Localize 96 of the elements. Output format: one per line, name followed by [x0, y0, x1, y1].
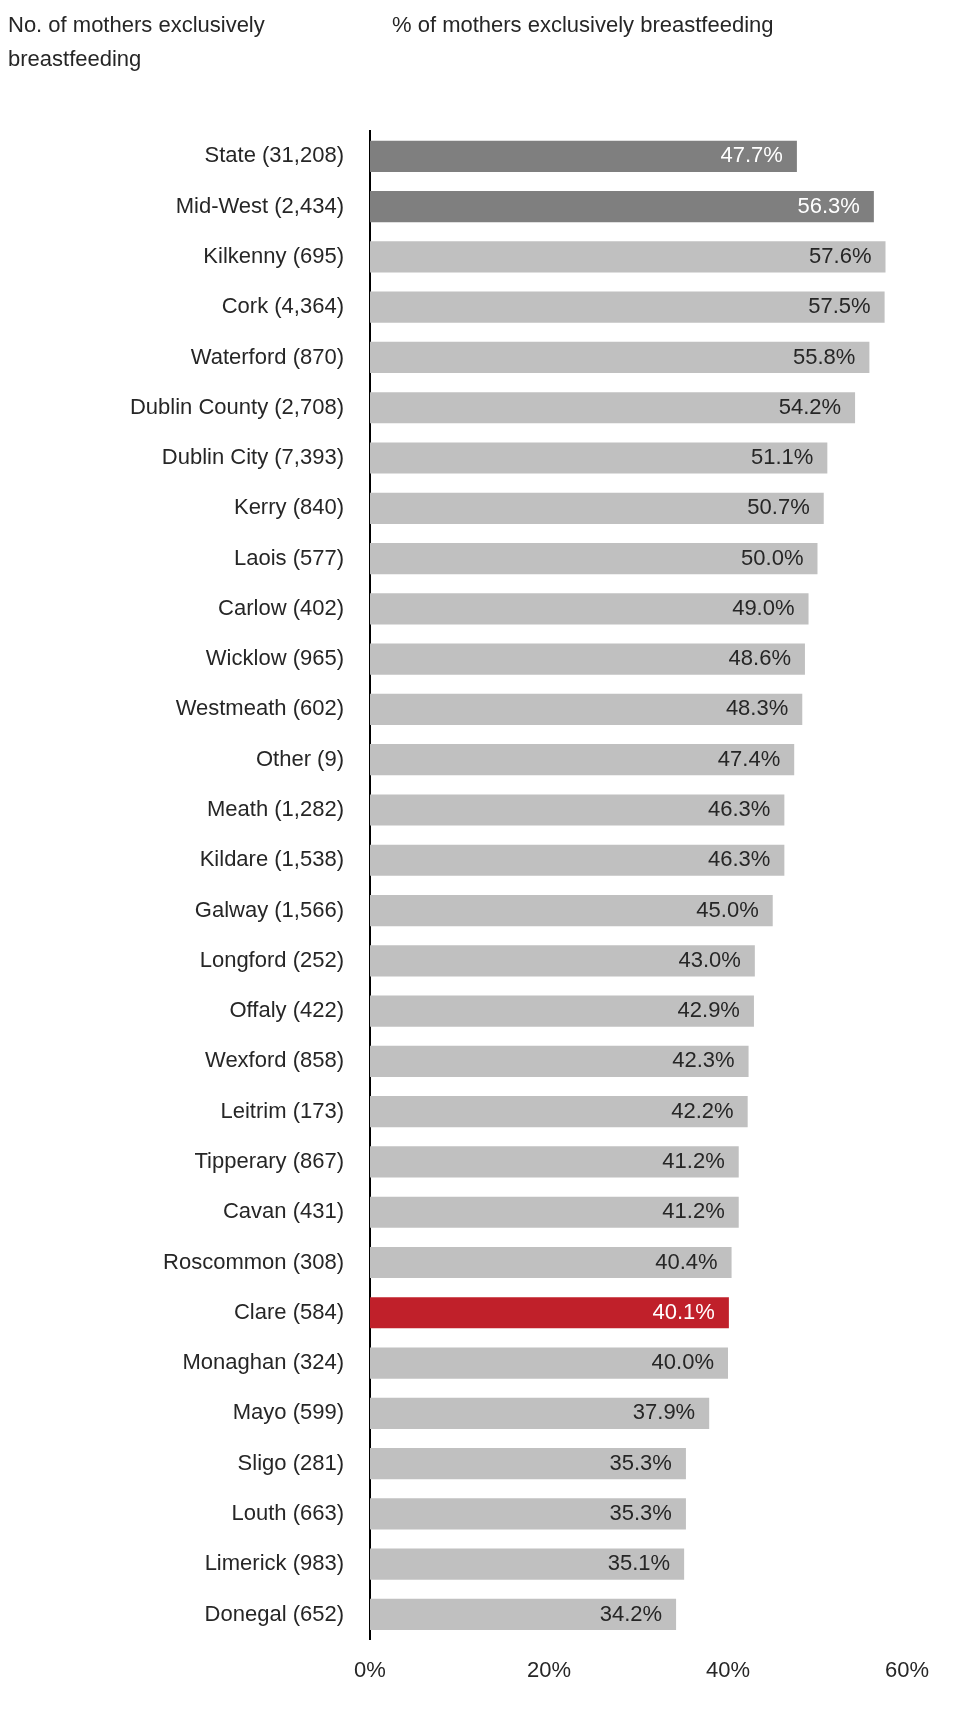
data-label: 35.1% [607, 1550, 671, 1576]
y-tick-label: Leitrim (173) [220, 1097, 344, 1123]
bar [370, 1397, 710, 1429]
y-tick-label: Kerry (840) [233, 494, 344, 520]
y-tick-label: Limerick (983) [204, 1550, 344, 1576]
data-label: 37.9% [632, 1399, 696, 1425]
y-tick-label: Wexford (858) [205, 1047, 344, 1073]
y-tick-label: Waterford (870) [190, 343, 344, 369]
data-label: 50.7% [747, 494, 810, 520]
y-tick-label: Roscommon (308) [163, 1248, 344, 1274]
data-label: 57.6% [809, 242, 872, 268]
bar [370, 794, 785, 826]
data-label: 40.1% [652, 1298, 715, 1324]
data-label: 40.4% [655, 1248, 718, 1274]
y-axis-title: No. of mothers exclusively breastfeeding [8, 11, 266, 73]
y-tick-label: Sligo (281) [237, 1449, 344, 1475]
y-tick-label: State (31,208) [204, 142, 344, 168]
data-label: 48.3% [725, 695, 789, 721]
y-tick-label: Laois (577) [233, 544, 344, 570]
bar [370, 945, 755, 977]
data-label: 34.2% [599, 1600, 663, 1626]
data-label: 56.3% [797, 192, 860, 218]
y-tick-label: Mayo (599) [232, 1399, 344, 1425]
x-tick-label: 20% [526, 1656, 572, 1682]
bar [370, 1146, 739, 1178]
bar [370, 744, 795, 776]
bar [370, 1347, 728, 1379]
y-tick-label: Offaly (422) [229, 997, 344, 1023]
bar [370, 995, 754, 1027]
bar [370, 1448, 686, 1480]
bar [370, 894, 773, 927]
y-tick-label: Kilkenny (695) [203, 242, 344, 268]
x-axis-title: % of mothers exclusively breastfeeding [392, 11, 774, 39]
y-tick-label: Dublin City (7,393) [161, 444, 344, 470]
data-label: 48.6% [728, 645, 791, 671]
y-tick-label: Donegal (652) [204, 1600, 344, 1626]
bar [370, 341, 870, 374]
data-label: 50.0% [741, 544, 804, 570]
bar [370, 1096, 748, 1128]
bar [370, 140, 797, 172]
data-label: 40.0% [651, 1349, 714, 1375]
bar [370, 1196, 739, 1228]
data-label: 47.7% [720, 142, 783, 168]
y-tick-label: Meath (1,282) [207, 796, 344, 822]
bar [370, 1246, 732, 1279]
bar [370, 1548, 685, 1580]
data-label: 55.8% [793, 343, 856, 369]
y-tick-label: Louth (663) [231, 1499, 344, 1525]
x-tick-label: 0% [354, 1656, 386, 1682]
data-label: 54.2% [778, 393, 842, 419]
y-tick-label: Carlow (402) [218, 594, 344, 620]
data-label: 46.3% [707, 846, 771, 872]
data-label: 57.5% [808, 293, 871, 319]
y-tick-label: Longford (252) [199, 946, 344, 972]
x-tick-label: 40% [705, 1656, 751, 1682]
y-tick-label: Other (9) [255, 745, 344, 771]
bar [370, 241, 886, 273]
y-tick-label: Galway (1,566) [194, 896, 344, 922]
y-tick-label: Cork (4,364) [221, 293, 344, 319]
data-label: 41.2% [662, 1148, 725, 1173]
bar [370, 291, 885, 323]
bar [370, 1498, 686, 1530]
y-tick-label: Westmeath (602) [175, 695, 344, 721]
y-tick-label: Wicklow (965) [205, 645, 344, 671]
bar [370, 643, 805, 675]
y-tick-label: Tipperary (867) [194, 1148, 344, 1173]
data-label: 41.2% [662, 1198, 725, 1224]
bar [370, 492, 824, 524]
data-label: 35.3% [609, 1449, 672, 1475]
bar [370, 191, 874, 223]
data-label: 47.4% [717, 745, 781, 771]
data-label: 45.0% [696, 896, 759, 922]
y-tick-label: Mid-West (2,434) [175, 192, 344, 218]
bar [370, 1598, 677, 1631]
data-label: 42.9% [677, 997, 740, 1023]
y-tick-label: Clare (584) [233, 1298, 344, 1324]
bar [370, 1297, 729, 1329]
data-label: 49.0% [732, 594, 795, 620]
data-label: 42.2% [671, 1097, 734, 1123]
bar [370, 844, 785, 876]
data-label: 46.3% [707, 796, 771, 822]
data-label: 43.0% [678, 946, 741, 972]
bar [370, 1045, 749, 1077]
bar [370, 542, 818, 575]
data-label: 35.3% [609, 1499, 672, 1525]
y-tick-label: Monaghan (324) [182, 1349, 344, 1375]
y-tick-label: Cavan (431) [222, 1198, 344, 1224]
x-tick-label: 60% [884, 1656, 930, 1682]
bar [370, 693, 803, 726]
bar [370, 392, 856, 424]
bar [370, 442, 828, 474]
bar [370, 593, 809, 625]
y-tick-label: Dublin County (2,708) [129, 393, 344, 419]
data-label: 42.3% [672, 1047, 735, 1073]
data-label: 51.1% [750, 444, 814, 470]
y-tick-label: Kildare (1,538) [199, 846, 344, 872]
